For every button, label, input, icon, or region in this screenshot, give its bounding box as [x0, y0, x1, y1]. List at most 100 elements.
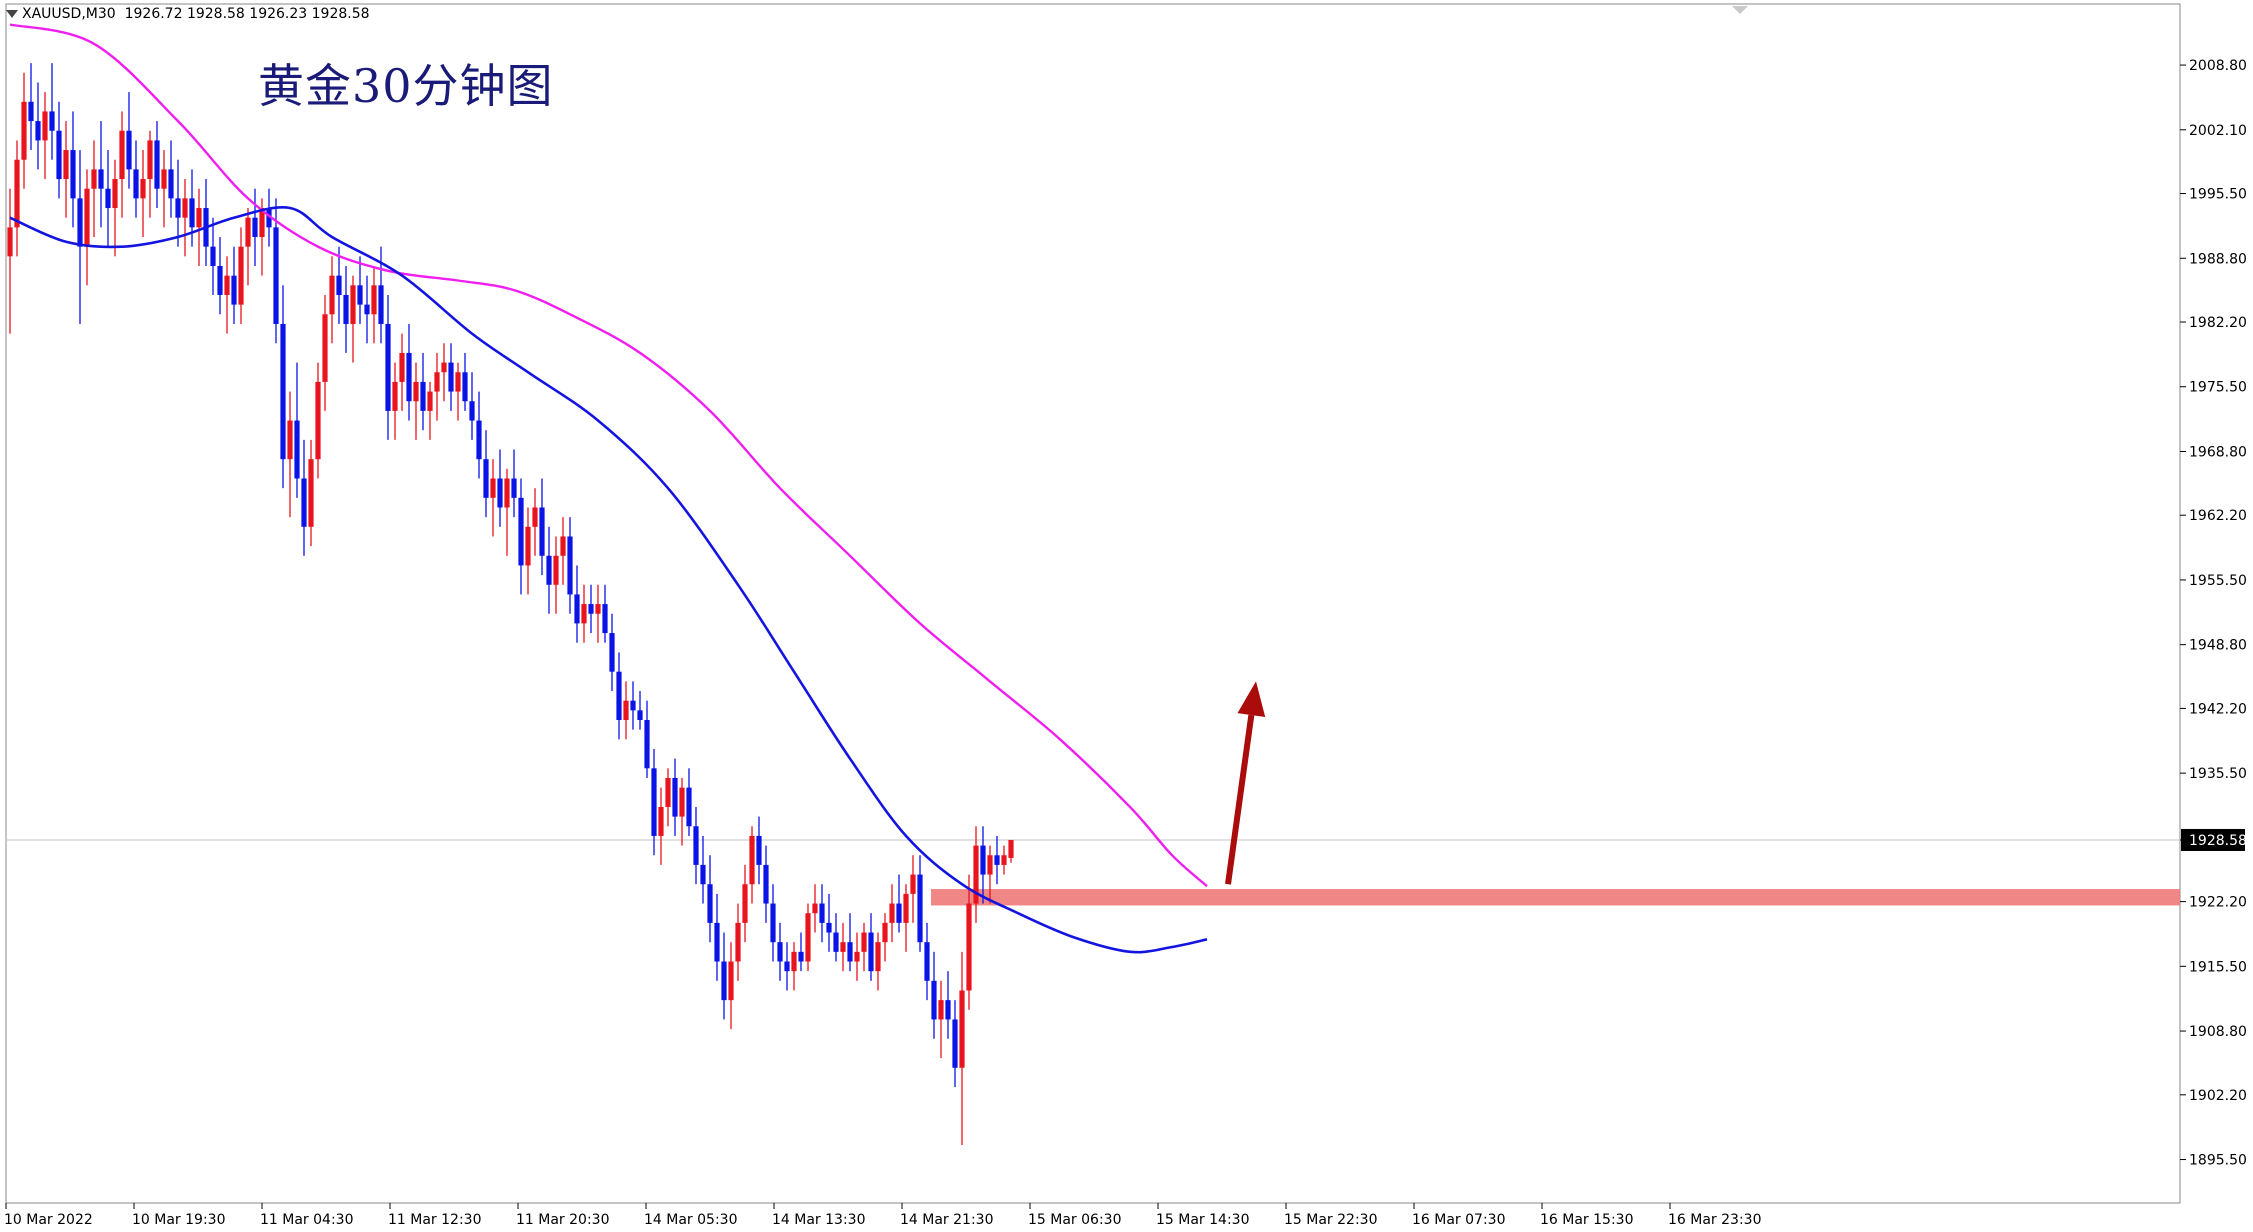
- candle-body: [889, 903, 895, 923]
- y-tick-label: 1922.20: [2189, 895, 2247, 911]
- candle-body: [616, 671, 622, 721]
- symbol-header: XAUUSD,M30 1926.72 1928.58 1926.23 1928.…: [6, 6, 370, 22]
- x-tick-label: 11 Mar 04:30: [260, 1212, 353, 1228]
- x-tick-label: 15 Mar 22:30: [1284, 1212, 1377, 1228]
- candle-body: [126, 130, 132, 170]
- y-tick-label: 2008.80: [2189, 58, 2247, 74]
- candle-body: [812, 903, 818, 914]
- candle-body: [1001, 855, 1007, 865]
- candle-body: [70, 150, 76, 199]
- y-tick-label: 1908.80: [2189, 1024, 2247, 1040]
- candle-body: [210, 246, 216, 266]
- y-tick-label: 1902.20: [2189, 1088, 2247, 1104]
- candle-body: [469, 401, 475, 421]
- candle-body: [679, 787, 685, 817]
- candle-body: [455, 372, 461, 392]
- candle-body: [987, 855, 993, 875]
- candle-body: [483, 459, 489, 498]
- candle-body: [490, 478, 496, 498]
- candle-body: [140, 179, 146, 199]
- collapse-triangle-icon[interactable]: [6, 10, 18, 18]
- candle-body: [945, 1000, 951, 1020]
- candle-body: [462, 372, 468, 402]
- candle-body: [378, 285, 384, 324]
- candle-body: [196, 208, 202, 228]
- candle-body: [49, 111, 55, 131]
- candle-body: [805, 913, 811, 962]
- current-price-label: 1928.58: [2189, 833, 2247, 849]
- candle-body: [623, 700, 629, 721]
- candle-body: [329, 275, 335, 315]
- candle-body: [784, 961, 790, 972]
- candle-body: [133, 169, 139, 199]
- candle-body: [798, 951, 804, 962]
- candle-body: [819, 903, 825, 923]
- x-tick-label: 15 Mar 06:30: [1028, 1212, 1121, 1228]
- candle-body: [749, 835, 755, 885]
- candle-body: [567, 536, 573, 595]
- candle-body: [476, 420, 482, 460]
- candle-body: [553, 555, 559, 585]
- x-tick-label: 15 Mar 14:30: [1156, 1212, 1249, 1228]
- scroll-marker-icon: [1732, 6, 1748, 14]
- candle-body: [644, 720, 650, 769]
- ma-slow-line: [9, 23, 1208, 888]
- candle-body: [924, 942, 930, 981]
- x-tick-label: 11 Mar 20:30: [516, 1212, 609, 1228]
- x-tick-label: 14 Mar 05:30: [644, 1212, 737, 1228]
- symbol-label: XAUUSD,M30: [22, 6, 116, 22]
- candle-body: [273, 227, 279, 324]
- candle-body: [959, 990, 965, 1068]
- candle-body: [84, 188, 90, 247]
- candle-body: [357, 285, 363, 305]
- y-tick-label: 1935.50: [2189, 766, 2247, 782]
- x-tick-label: 16 Mar 15:30: [1540, 1212, 1633, 1228]
- candle-body: [693, 826, 699, 865]
- candle-body: [266, 208, 272, 228]
- candle-body: [371, 285, 377, 315]
- candle-body: [7, 227, 13, 257]
- candle-body: [161, 169, 167, 189]
- candle-body: [980, 845, 986, 875]
- candle-body: [315, 381, 321, 460]
- trend-arrow-shaft: [1225, 714, 1255, 885]
- candle-body: [581, 604, 587, 624]
- candle-body: [595, 604, 601, 614]
- candle-body: [294, 420, 300, 479]
- candle-body: [448, 362, 454, 392]
- y-tick-label: 1975.50: [2189, 380, 2247, 396]
- y-tick-label: 1948.80: [2189, 638, 2247, 654]
- candle-body: [826, 922, 832, 933]
- y-tick-label: 1962.20: [2189, 508, 2247, 524]
- candle-body: [119, 130, 125, 180]
- candle-body: [966, 903, 972, 991]
- y-tick-label: 2002.10: [2189, 123, 2247, 139]
- candle-body: [77, 198, 83, 247]
- candle-body: [938, 1000, 944, 1020]
- candle-body: [518, 497, 524, 566]
- x-tick-label: 10 Mar 19:30: [132, 1212, 225, 1228]
- y-tick-label: 1995.50: [2189, 187, 2247, 203]
- candle-body: [833, 932, 839, 952]
- candle-body: [735, 922, 741, 962]
- candle-body: [224, 275, 230, 295]
- ma-fast-line: [9, 206, 1208, 954]
- candle-body: [931, 980, 937, 1020]
- candle-body: [896, 903, 902, 923]
- candle-body: [21, 101, 27, 160]
- candle-body: [497, 478, 503, 508]
- candle-body: [882, 922, 888, 943]
- candle-body: [182, 198, 188, 218]
- candle-body: [392, 381, 398, 411]
- candle-body: [630, 700, 636, 711]
- candle-body: [112, 179, 118, 209]
- candle-body: [756, 835, 762, 865]
- candle-body: [910, 874, 916, 894]
- x-tick-label: 14 Mar 13:30: [772, 1212, 865, 1228]
- candle-body: [14, 159, 20, 228]
- candle-body: [742, 884, 748, 923]
- candle-body: [252, 217, 258, 238]
- x-tick-label: 11 Mar 12:30: [388, 1212, 481, 1228]
